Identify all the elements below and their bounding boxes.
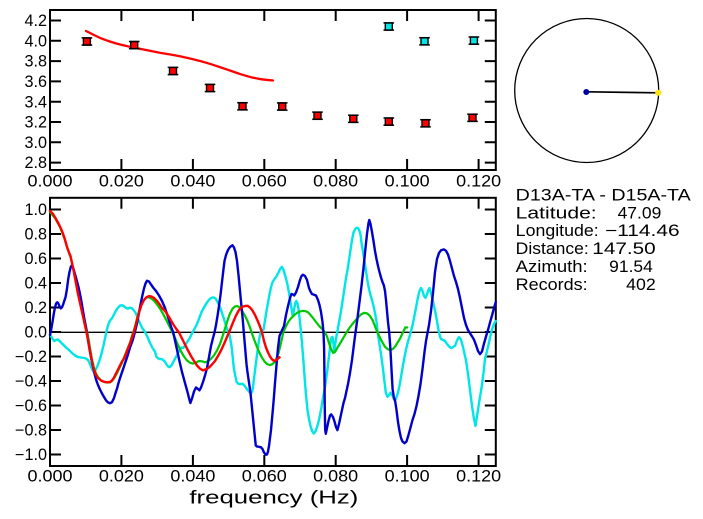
svg-text:147.50: 147.50 — [592, 240, 655, 258]
svg-text:0.120: 0.120 — [456, 173, 501, 191]
svg-text:0.100: 0.100 — [385, 468, 430, 486]
svg-text:0.100: 0.100 — [385, 173, 430, 191]
svg-text:0.060: 0.060 — [242, 173, 287, 191]
svg-text:0.040: 0.040 — [170, 173, 215, 191]
svg-text:frequency (Hz): frequency (Hz) — [189, 487, 358, 508]
svg-text:0.4: 0.4 — [24, 275, 47, 293]
svg-text:4.0: 4.0 — [24, 32, 47, 50]
svg-text:−0.6: −0.6 — [15, 397, 47, 415]
svg-text:Latitude:: Latitude: — [516, 204, 597, 222]
svg-text:0.060: 0.060 — [242, 468, 287, 486]
svg-text:0.000: 0.000 — [28, 173, 73, 191]
svg-text:0.0: 0.0 — [24, 324, 47, 342]
svg-text:0.8: 0.8 — [24, 226, 47, 244]
svg-text:−0.4: −0.4 — [15, 373, 47, 391]
svg-text:0.2: 0.2 — [24, 299, 47, 317]
svg-text:0.000: 0.000 — [28, 468, 73, 486]
svg-text:0.080: 0.080 — [313, 468, 358, 486]
svg-text:3.0: 3.0 — [24, 134, 47, 152]
svg-text:−114.46: −114.46 — [605, 222, 680, 240]
svg-text:0.040: 0.040 — [170, 468, 215, 486]
svg-text:402: 402 — [626, 276, 656, 294]
svg-text:3.2: 3.2 — [24, 114, 47, 132]
svg-text:D13A-TA - D15A-TA: D13A-TA - D15A-TA — [516, 186, 691, 204]
svg-text:−0.2: −0.2 — [15, 348, 47, 366]
svg-text:0.080: 0.080 — [313, 173, 358, 191]
svg-text:0.120: 0.120 — [456, 468, 501, 486]
svg-text:2.8: 2.8 — [24, 154, 47, 172]
svg-text:−1.0: −1.0 — [15, 446, 47, 464]
svg-text:1.0: 1.0 — [24, 201, 47, 219]
svg-text:Azimuth:: Azimuth: — [516, 258, 588, 276]
svg-text:0.020: 0.020 — [99, 468, 144, 486]
svg-text:0.6: 0.6 — [24, 250, 47, 268]
svg-text:3.6: 3.6 — [24, 73, 47, 91]
svg-text:4.2: 4.2 — [24, 12, 47, 30]
svg-text:0.020: 0.020 — [99, 173, 144, 191]
svg-text:−0.8: −0.8 — [15, 422, 47, 440]
svg-text:Records:: Records: — [516, 276, 588, 294]
svg-text:91.54: 91.54 — [609, 258, 653, 276]
svg-text:Distance:: Distance: — [516, 240, 589, 258]
svg-text:47.09: 47.09 — [618, 204, 662, 222]
svg-text:Longitude:: Longitude: — [516, 222, 599, 240]
svg-text:3.8: 3.8 — [24, 53, 47, 71]
svg-text:3.4: 3.4 — [24, 93, 47, 111]
